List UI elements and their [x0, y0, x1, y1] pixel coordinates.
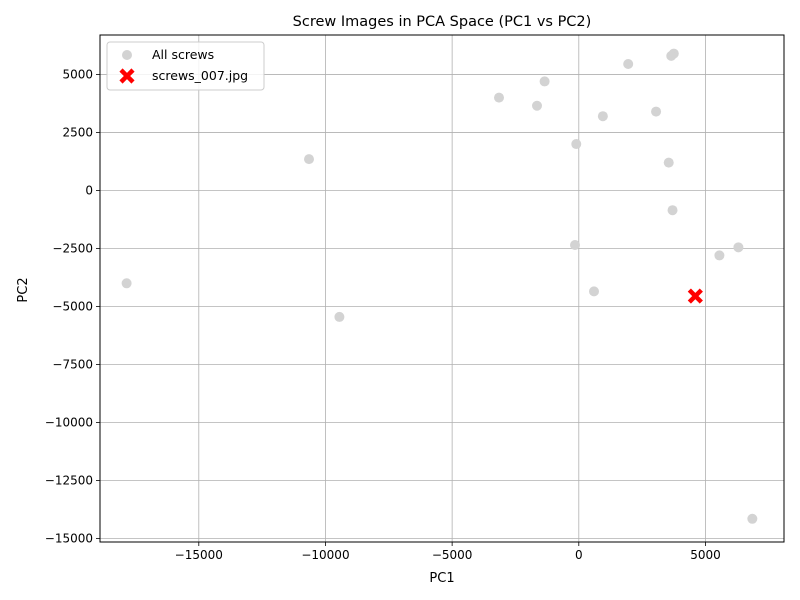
data-point: [589, 286, 599, 297]
x-tick-label: −10000: [301, 548, 349, 562]
legend-x: [119, 68, 135, 84]
data-point: [651, 106, 662, 117]
y-tick-label: −10000: [45, 416, 93, 430]
y-tick-label: 5000: [62, 67, 93, 81]
y-tick-label: −15000: [45, 532, 93, 546]
y-tick-label: −2500: [52, 241, 93, 255]
legend-marker-all-screws: [122, 50, 132, 60]
grid-lines: [100, 35, 784, 542]
axis-ticks: −15000 −10000 −5000 0 5000 −15000 −12500 −10000…: [45, 67, 721, 562]
data-point: [121, 278, 132, 289]
plot-area: [100, 35, 784, 542]
x-tick-label: −5000: [432, 548, 473, 562]
data-point: [747, 513, 758, 524]
highlight-point: [687, 288, 703, 304]
x-tick-label: 0: [575, 548, 583, 562]
data-point: [623, 59, 634, 70]
chart-title: Screw Images in PCA Space (PC1 vs PC2): [293, 14, 592, 30]
legend-box: [106, 41, 265, 91]
y-tick-label: 2500: [62, 125, 93, 139]
data-point: [539, 76, 550, 87]
y-axis-label: PC2: [16, 277, 31, 302]
x-tick-label: −15000: [175, 548, 223, 562]
y-tick-label: −5000: [52, 299, 93, 313]
data-point: [571, 139, 582, 150]
data-point: [570, 239, 580, 250]
data-point: [733, 242, 744, 253]
y-tick-label: 0: [85, 183, 93, 197]
data-point: [666, 50, 677, 61]
legend-marker-screws-007: [119, 68, 135, 84]
legend-dot: [122, 50, 132, 60]
data-points: [121, 48, 758, 524]
data-point: [667, 205, 678, 216]
data-point: [663, 157, 674, 168]
x-axis-label: PC1: [429, 571, 454, 586]
y-tick-label: −7500: [52, 357, 93, 371]
x-tick-label: 5000: [690, 548, 721, 562]
legend-label-screws-007: screws_007.jpg: [152, 68, 248, 83]
data-point: [334, 311, 345, 322]
data-point: [597, 111, 608, 122]
plot-frame: [99, 34, 785, 543]
legend: All screws screws_007.jpg: [106, 41, 265, 91]
legend-label-all-screws: All screws: [152, 47, 214, 62]
data-point: [304, 154, 314, 165]
data-point: [714, 250, 725, 261]
data-point: [494, 92, 504, 103]
data-point: [532, 100, 542, 111]
y-tick-label: −12500: [45, 474, 93, 488]
